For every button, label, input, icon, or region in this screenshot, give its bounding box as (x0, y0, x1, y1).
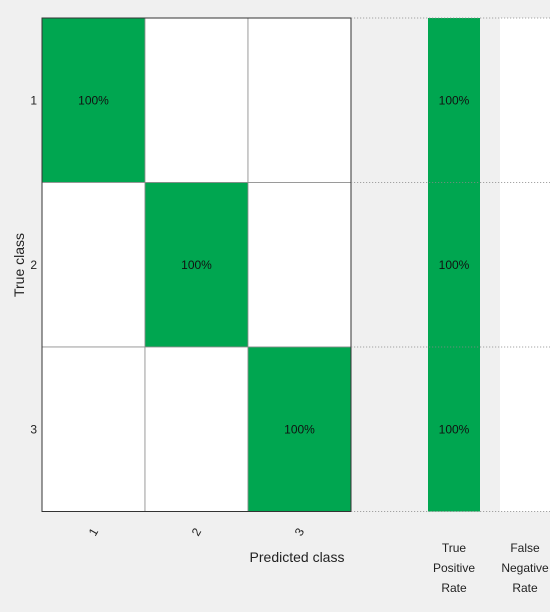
matrix-cell-1-2 (144, 17, 249, 183)
matrix-cell-label-2-2: 100% (181, 258, 212, 272)
y-tick-label-3: 3 (30, 422, 37, 436)
summary-header-1-line-2: Positive (433, 561, 475, 575)
matrix-cell-1-1 (41, 17, 146, 183)
tpr-value-3: 100% (439, 422, 470, 436)
tpr-column (428, 18, 480, 512)
matrix-cell-1-3 (247, 17, 352, 183)
matrix-cell-3-1 (41, 346, 146, 512)
summary-header-1-line-1: True (442, 541, 467, 555)
matrix-cell-2-1 (41, 182, 146, 348)
matrix-border (41, 17, 352, 512)
y-tick-label-1: 1 (30, 93, 37, 107)
summary-layer: 100% 100% 100% True Positive Rate False Negativ… (351, 17, 550, 595)
matrix-cell-3-3 (247, 346, 352, 512)
y-axis-label: True class (11, 233, 27, 297)
matrix-cell-2-3 (247, 182, 352, 348)
tpr-value-1: 100% (439, 93, 470, 107)
x-axis-label: Predicted class (250, 549, 345, 565)
fnr-column (500, 18, 550, 512)
matrix-cell-3-2 (144, 346, 249, 512)
matrix-cell-label-1-1: 100% (78, 93, 109, 107)
matrix-cell-label-3-3: 100% (284, 422, 315, 436)
summary-header-2-line-1: False (510, 541, 540, 555)
matrix-cell-2-2 (144, 182, 249, 348)
y-tick-label-2: 2 (30, 258, 37, 272)
summary-header-2-line-3: Rate (512, 581, 538, 595)
summary-header-1-line-3: Rate (441, 581, 467, 595)
matrix-layer: 100% 100% 100% (41, 17, 352, 512)
summary-header-2-line-2: Negative (501, 561, 549, 575)
tpr-value-2: 100% (439, 258, 470, 272)
